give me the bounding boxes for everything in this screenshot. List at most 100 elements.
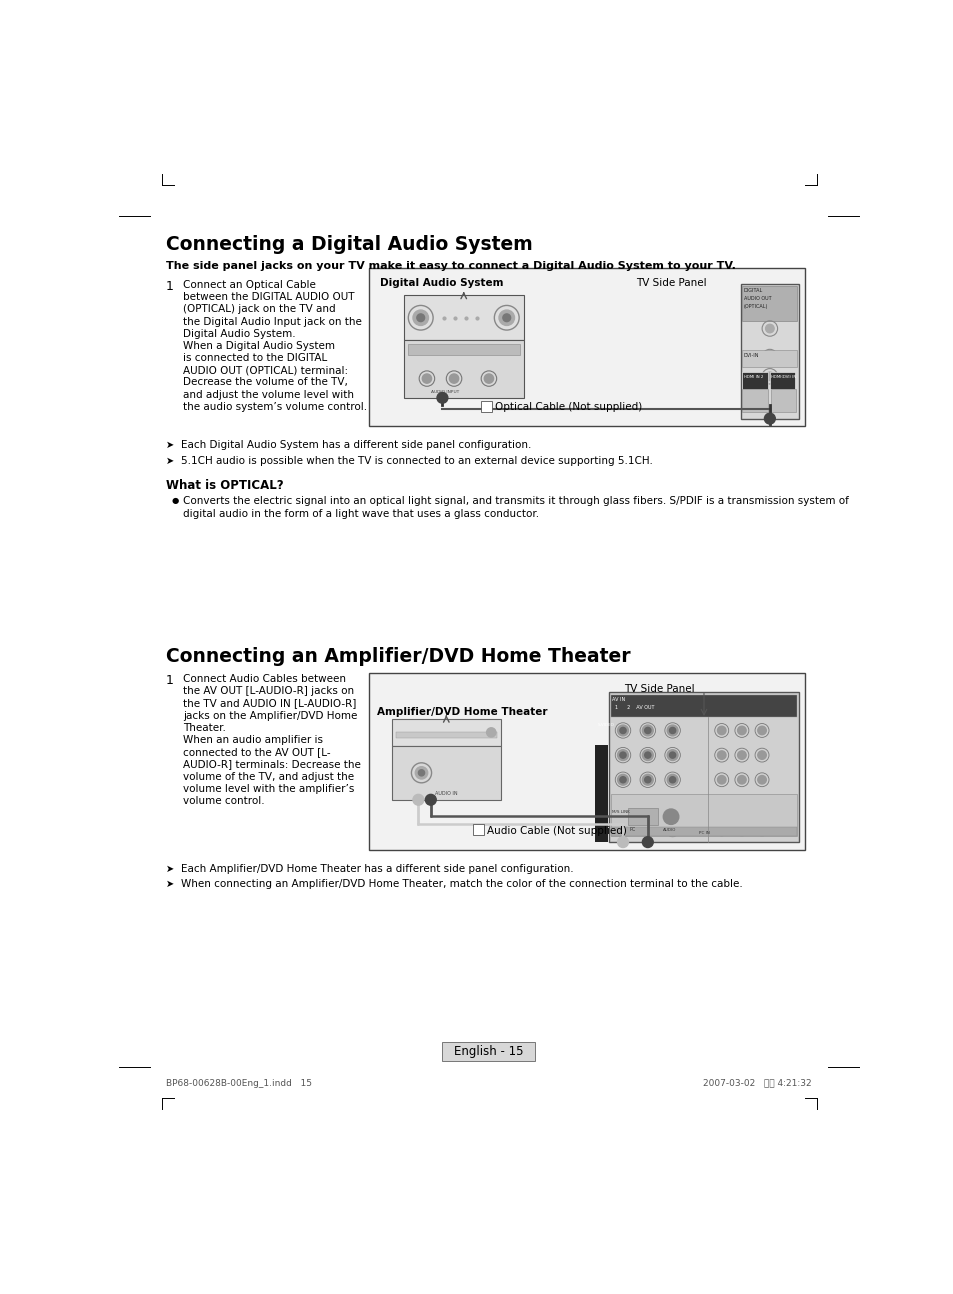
Text: the audio system’s volume control.: the audio system’s volume control. bbox=[183, 401, 367, 411]
Circle shape bbox=[669, 752, 675, 758]
Bar bbox=[395, 732, 497, 738]
Circle shape bbox=[765, 325, 773, 333]
Text: BP68-00628B-00Eng_1.indd   15: BP68-00628B-00Eng_1.indd 15 bbox=[166, 1078, 312, 1087]
Text: AUDIO OUT (OPTICAL) terminal:: AUDIO OUT (OPTICAL) terminal: bbox=[183, 365, 348, 375]
Bar bbox=[403, 295, 523, 340]
Circle shape bbox=[644, 752, 650, 758]
Text: TV Side Panel: TV Side Panel bbox=[636, 278, 706, 287]
Text: Audio Cable (Not supplied): Audio Cable (Not supplied) bbox=[487, 826, 626, 836]
Bar bbox=[608, 692, 798, 842]
Circle shape bbox=[669, 727, 675, 734]
Text: the TV and AUDIO IN [L-AUDIO-R]: the TV and AUDIO IN [L-AUDIO-R] bbox=[183, 699, 355, 709]
Bar bbox=[610, 827, 797, 836]
Bar bbox=[369, 268, 804, 426]
Circle shape bbox=[619, 727, 625, 734]
Text: S-VIDEO: S-VIDEO bbox=[598, 723, 615, 727]
Circle shape bbox=[641, 837, 653, 848]
Circle shape bbox=[498, 311, 514, 326]
Circle shape bbox=[737, 775, 745, 784]
Circle shape bbox=[641, 798, 653, 810]
Bar bbox=[392, 745, 500, 800]
Bar bbox=[369, 673, 804, 850]
Text: When an audio amplifier is: When an audio amplifier is bbox=[183, 735, 322, 745]
Circle shape bbox=[757, 824, 765, 833]
Text: ➤: ➤ bbox=[166, 863, 173, 873]
Circle shape bbox=[416, 314, 424, 322]
Circle shape bbox=[617, 749, 628, 761]
Circle shape bbox=[757, 726, 765, 735]
Circle shape bbox=[644, 727, 650, 734]
Circle shape bbox=[737, 751, 745, 760]
Text: Converts the electric signal into an optical light signal, and transmits it thro: Converts the electric signal into an opt… bbox=[183, 496, 848, 506]
Circle shape bbox=[757, 751, 765, 760]
Circle shape bbox=[717, 751, 725, 760]
Circle shape bbox=[619, 801, 625, 807]
Circle shape bbox=[669, 826, 675, 832]
Circle shape bbox=[436, 392, 447, 404]
Bar bbox=[392, 719, 500, 745]
Circle shape bbox=[619, 826, 625, 832]
Text: Connect Audio Cables between: Connect Audio Cables between bbox=[183, 674, 345, 685]
Bar bbox=[442, 1043, 535, 1061]
Text: Each Amplifier/DVD Home Theater has a different side panel configuration.: Each Amplifier/DVD Home Theater has a di… bbox=[181, 863, 574, 873]
Text: is connected to the DIGITAL: is connected to the DIGITAL bbox=[183, 353, 327, 364]
Text: HDMI(DVI) IN: HDMI(DVI) IN bbox=[771, 375, 796, 379]
Text: the AV OUT [L-AUDIO-R] jacks on: the AV OUT [L-AUDIO-R] jacks on bbox=[183, 686, 354, 696]
Text: Connecting an Amplifier/DVD Home Theater: Connecting an Amplifier/DVD Home Theater bbox=[166, 647, 630, 666]
Bar bbox=[741, 351, 797, 367]
Bar bbox=[610, 695, 797, 717]
Text: Each Digital Audio System has a different side panel configuration.: Each Digital Audio System has a differen… bbox=[181, 440, 531, 450]
Circle shape bbox=[617, 824, 628, 835]
Circle shape bbox=[757, 775, 765, 784]
Text: volume of the TV, and adjust the: volume of the TV, and adjust the bbox=[183, 771, 354, 782]
Text: Digital Audio System: Digital Audio System bbox=[380, 278, 503, 287]
Text: DIGITAL: DIGITAL bbox=[743, 289, 762, 294]
Text: the Digital Audio Input jack on the: the Digital Audio Input jack on the bbox=[183, 317, 361, 326]
Text: jacks on the Amplifier/DVD Home: jacks on the Amplifier/DVD Home bbox=[183, 710, 356, 721]
Text: ➤: ➤ bbox=[166, 455, 173, 466]
Text: M/S LINK: M/S LINK bbox=[612, 810, 629, 814]
Circle shape bbox=[619, 752, 625, 758]
Bar bbox=[610, 793, 797, 836]
Text: (OPTICAL) jack on the TV and: (OPTICAL) jack on the TV and bbox=[183, 304, 335, 314]
Text: and adjust the volume level with: and adjust the volume level with bbox=[183, 389, 354, 400]
Circle shape bbox=[666, 774, 678, 785]
Text: AUDIO: AUDIO bbox=[662, 828, 676, 832]
Circle shape bbox=[763, 413, 775, 424]
Bar bbox=[407, 344, 519, 356]
Text: 1: 1 bbox=[166, 674, 173, 687]
Text: 5.1CH audio is possible when the TV is connected to an external device supportin: 5.1CH audio is possible when the TV is c… bbox=[181, 455, 653, 466]
Bar bbox=[741, 286, 797, 321]
Circle shape bbox=[666, 798, 678, 810]
Text: 1: 1 bbox=[475, 826, 480, 835]
Circle shape bbox=[413, 795, 423, 805]
Text: When a Digital Audio System: When a Digital Audio System bbox=[183, 340, 335, 351]
Text: HDMI IN 2: HDMI IN 2 bbox=[743, 375, 762, 379]
Circle shape bbox=[617, 837, 628, 848]
Circle shape bbox=[765, 353, 773, 361]
Circle shape bbox=[641, 824, 653, 835]
Circle shape bbox=[449, 374, 458, 383]
Circle shape bbox=[641, 749, 653, 761]
Text: ●: ● bbox=[172, 496, 179, 505]
Text: Digital Audio System.: Digital Audio System. bbox=[183, 329, 295, 339]
Circle shape bbox=[425, 795, 436, 805]
Text: 1: 1 bbox=[166, 280, 173, 292]
Text: AV IN: AV IN bbox=[612, 697, 625, 703]
Text: 1: 1 bbox=[482, 402, 488, 411]
Text: Connect an Optical Cable: Connect an Optical Cable bbox=[183, 280, 315, 290]
Circle shape bbox=[737, 824, 745, 833]
Circle shape bbox=[484, 374, 493, 383]
Text: TV Side Panel: TV Side Panel bbox=[624, 685, 695, 695]
Bar bbox=[740, 283, 798, 419]
Text: Optical Cable (Not supplied): Optical Cable (Not supplied) bbox=[495, 402, 641, 413]
Bar bbox=[741, 389, 767, 413]
Circle shape bbox=[413, 311, 428, 326]
Circle shape bbox=[757, 800, 765, 809]
Text: 2007-03-02   오후 4:21:32: 2007-03-02 오후 4:21:32 bbox=[702, 1078, 811, 1087]
Circle shape bbox=[644, 801, 650, 807]
Circle shape bbox=[418, 770, 424, 776]
Circle shape bbox=[669, 776, 675, 783]
Circle shape bbox=[765, 373, 773, 380]
Text: Theater.: Theater. bbox=[183, 723, 226, 732]
